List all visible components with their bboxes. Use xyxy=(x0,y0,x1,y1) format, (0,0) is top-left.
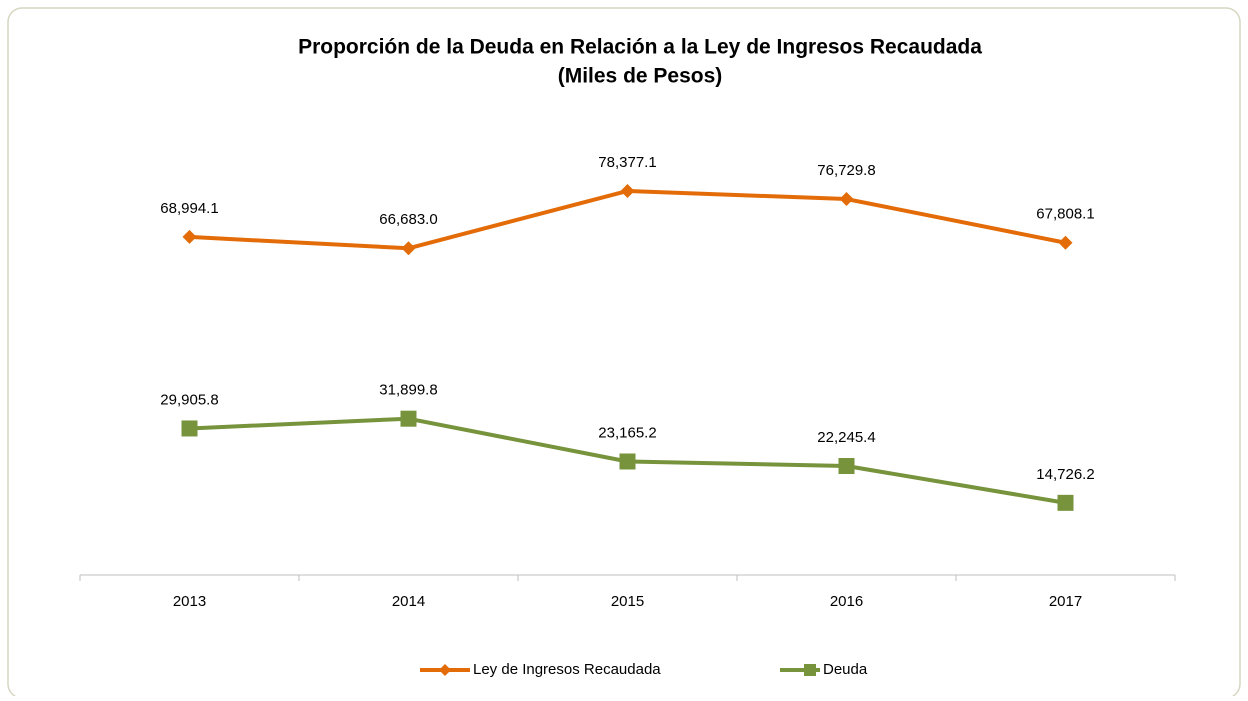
data-label: 31,899.8 xyxy=(379,382,437,399)
legend-marker xyxy=(439,664,451,676)
data-point xyxy=(838,457,855,474)
data-point xyxy=(619,453,636,470)
x-tick-label: 2014 xyxy=(392,593,425,610)
legend-label: Ley de Ingresos Recaudada xyxy=(473,661,661,678)
data-point xyxy=(182,229,197,244)
data-label: 76,729.8 xyxy=(817,162,875,179)
data-point xyxy=(181,420,198,437)
data-point xyxy=(839,192,854,207)
chart-title: Proporción de la Deuda en Relación a la … xyxy=(298,36,982,59)
data-label: 67,808.1 xyxy=(1036,206,1094,223)
data-label: 14,726.2 xyxy=(1036,466,1094,483)
data-label: 29,905.8 xyxy=(160,391,218,408)
data-label: 22,245.4 xyxy=(817,429,875,446)
data-point xyxy=(620,183,635,198)
data-point xyxy=(401,241,416,256)
x-tick-label: 2016 xyxy=(830,593,863,610)
data-label: 66,683.0 xyxy=(379,211,437,228)
data-point xyxy=(1057,494,1074,511)
data-point xyxy=(400,410,417,427)
x-tick-label: 2015 xyxy=(611,593,644,610)
x-tick-label: 2013 xyxy=(173,593,206,610)
data-label: 78,377.1 xyxy=(598,154,656,171)
data-label: 23,165.2 xyxy=(598,424,656,441)
chart-subtitle: (Miles de Pesos) xyxy=(558,65,723,88)
legend-label: Deuda xyxy=(823,661,868,678)
data-point xyxy=(1058,235,1073,250)
x-tick-label: 2017 xyxy=(1049,593,1082,610)
legend-marker xyxy=(804,664,816,676)
data-label: 68,994.1 xyxy=(160,200,218,217)
